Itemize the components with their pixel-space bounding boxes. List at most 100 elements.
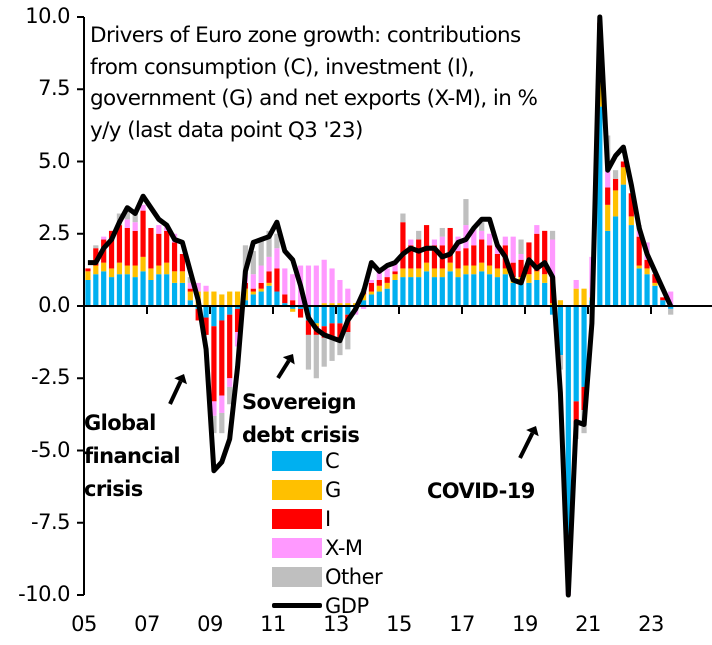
bar-xm	[345, 288, 351, 304]
bar-g	[479, 262, 485, 272]
bar-c	[542, 282, 548, 306]
bar-i	[423, 225, 430, 263]
bar-g	[494, 268, 501, 278]
bar-xm	[534, 225, 540, 234]
legend-item-gdp: GDP	[272, 591, 382, 620]
bar-xm	[337, 279, 343, 304]
bar-xm	[486, 233, 493, 246]
title-line: government (G) and net exports (X-M), in…	[90, 86, 538, 111]
bar-c	[140, 271, 146, 306]
bar-g	[101, 262, 107, 272]
bar-c	[368, 294, 375, 306]
bar-i	[463, 248, 469, 266]
bar-c	[108, 277, 115, 306]
bar-i	[510, 262, 516, 278]
bar-c	[392, 279, 398, 306]
bar-c	[439, 277, 445, 306]
bar-g	[250, 291, 256, 295]
annotation-text: debt crisis	[242, 423, 360, 447]
bar-g	[486, 265, 493, 275]
bar-g	[179, 271, 186, 283]
bar-i	[290, 300, 296, 306]
annotation-text: Sovereign	[242, 390, 356, 414]
bar-c	[628, 225, 634, 306]
bar-i	[518, 259, 524, 278]
bar-i	[392, 271, 398, 275]
bar-g	[368, 291, 375, 295]
bar-i	[384, 277, 390, 283]
bar-other	[211, 415, 217, 434]
bar-i	[612, 178, 619, 191]
annotation-text: crisis	[84, 477, 143, 501]
bar-c	[486, 274, 493, 306]
bar-g	[219, 294, 225, 306]
bar-other	[124, 207, 130, 220]
bar-other	[612, 170, 619, 179]
bar-other	[227, 386, 233, 405]
bar-i	[494, 253, 501, 269]
bar-other	[329, 337, 335, 361]
annotation-text: Global	[84, 411, 156, 435]
x-tick-label: 23	[638, 612, 664, 636]
bar-g	[227, 291, 233, 306]
bar-xm	[329, 268, 335, 304]
bar-xm	[219, 395, 225, 413]
bar-g	[534, 271, 540, 280]
bar-xm	[227, 378, 233, 387]
bar-c	[219, 306, 225, 321]
bar-xm	[187, 282, 193, 289]
bar-g	[408, 268, 414, 278]
bar-g	[290, 308, 296, 312]
arrow-icon	[518, 426, 539, 459]
bar-g	[124, 265, 130, 275]
bar-g	[258, 288, 264, 292]
bar-c	[612, 216, 619, 306]
bar-i	[534, 233, 540, 272]
bar-other	[250, 251, 256, 275]
bar-c	[101, 271, 107, 306]
bar-g	[171, 271, 178, 283]
bar-g	[234, 291, 241, 306]
bar-g	[605, 204, 611, 231]
bar-g	[108, 268, 115, 278]
legend-item-other: Other	[272, 562, 383, 591]
bar-c	[660, 300, 666, 306]
bar-other	[93, 245, 99, 249]
bar-c	[258, 291, 264, 306]
bar-xm	[408, 239, 414, 246]
legend-swatch	[272, 566, 322, 587]
bar-g	[416, 268, 422, 278]
x-tick-label: 15	[386, 612, 412, 636]
chart-title: Drivers of Euro zone growth: contributio…	[90, 20, 610, 146]
bar-i	[108, 230, 115, 269]
bar-c	[250, 294, 256, 306]
y-tick-label: 2.5	[38, 220, 70, 245]
bar-c	[668, 306, 674, 309]
bar-c	[116, 274, 123, 306]
bar-xm	[376, 271, 382, 280]
bar-i	[203, 317, 209, 335]
bar-c	[313, 306, 319, 324]
bar-c	[274, 291, 280, 306]
bar-g	[455, 268, 461, 278]
arrow-icon	[168, 374, 187, 405]
bar-c	[156, 274, 162, 306]
bar-i	[431, 245, 438, 269]
bar-i	[400, 222, 406, 269]
bar-c	[471, 274, 477, 306]
bar-c	[211, 306, 217, 327]
legend-swatch	[272, 479, 322, 500]
bar-i	[329, 323, 335, 338]
bar-i	[132, 230, 138, 266]
bar-i	[164, 230, 170, 263]
annotation-covid: COVID-19	[427, 475, 535, 508]
bar-c	[242, 300, 249, 306]
bar-c	[518, 282, 524, 306]
bar-other	[242, 245, 249, 275]
bar-xm	[431, 239, 438, 246]
bar-g	[620, 167, 627, 185]
bar-i	[227, 314, 233, 379]
bar-c	[345, 306, 351, 315]
legend-label: I	[325, 506, 331, 531]
bar-g	[187, 291, 193, 301]
